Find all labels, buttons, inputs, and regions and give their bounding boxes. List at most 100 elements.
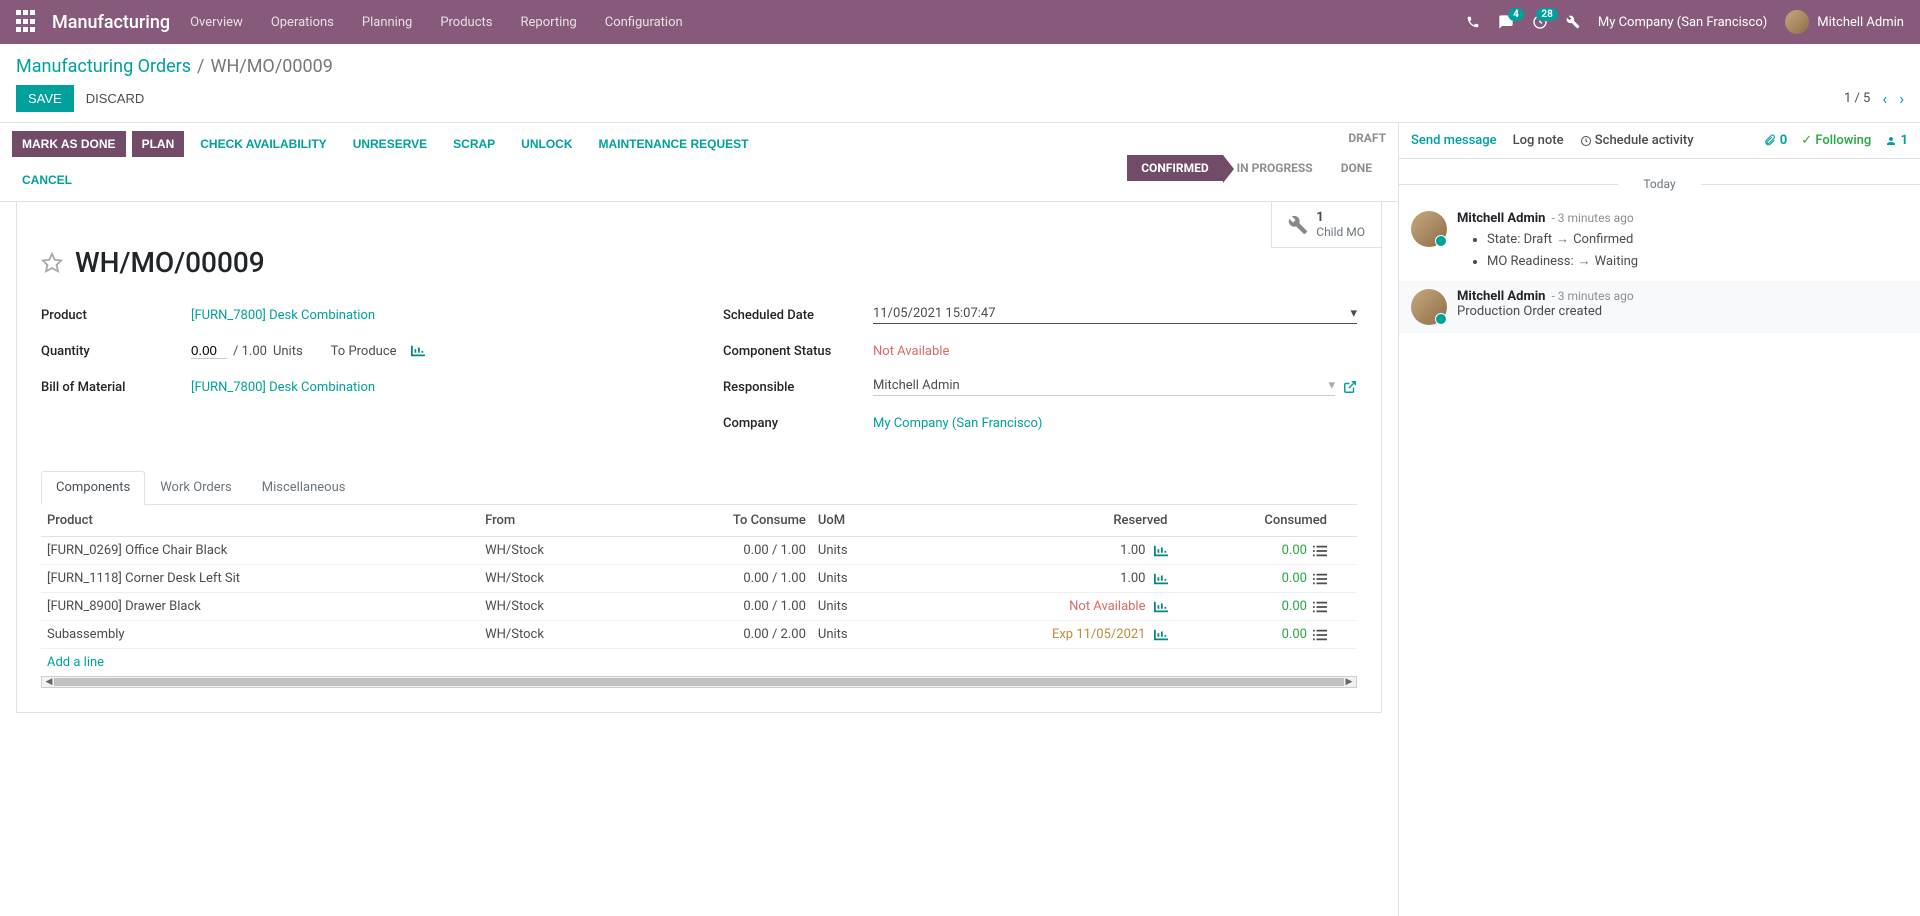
cell-consumed[interactable]: 0.00 — [1174, 621, 1334, 649]
cell-product[interactable]: [FURN_0269] Office Chair Black — [41, 537, 479, 565]
cell-reserved[interactable]: 1.00 — [901, 537, 1173, 565]
cell-to-consume[interactable]: 0.00 / 1.00 — [630, 537, 812, 565]
field-component-status: Not Available — [873, 344, 1357, 359]
cell-uom[interactable]: Units — [812, 537, 901, 565]
cell-from[interactable]: WH/Stock — [479, 621, 630, 649]
details-icon[interactable] — [1313, 571, 1327, 586]
cell-to-consume[interactable]: 0.00 / 1.00 — [630, 565, 812, 593]
menu-overview[interactable]: Overview — [190, 15, 243, 30]
cell-to-consume[interactable]: 0.00 / 2.00 — [630, 621, 812, 649]
field-responsible[interactable]: Mitchell Admin ▾ — [873, 378, 1335, 396]
cell-product[interactable]: Subassembly — [41, 621, 479, 649]
message-author[interactable]: Mitchell Admin — [1457, 211, 1545, 226]
schedule-activity-button[interactable]: Schedule activity — [1580, 133, 1694, 148]
child-mo-button[interactable]: 1 Child MO — [1271, 202, 1381, 248]
cell-reserved[interactable]: Exp 11/05/2021 — [901, 621, 1173, 649]
pager-prev-icon[interactable]: ‹ — [1882, 89, 1887, 108]
add-line-button[interactable]: Add a line — [41, 649, 110, 676]
debug-icon[interactable] — [1566, 15, 1580, 30]
phone-icon[interactable] — [1466, 15, 1480, 30]
cell-product[interactable]: [FURN_1118] Corner Desk Left Sit — [41, 565, 479, 593]
activities-badge: 28 — [1536, 8, 1557, 21]
cell-uom[interactable]: Units — [812, 565, 901, 593]
field-bom[interactable]: [FURN_7800] Desk Combination — [191, 380, 675, 395]
field-scheduled-date[interactable]: 11/05/2021 15:07:47 ▾ — [873, 306, 1357, 324]
table-row[interactable]: SubassemblyWH/Stock0.00 / 2.00UnitsExp 1… — [41, 621, 1357, 649]
send-message-button[interactable]: Send message — [1411, 133, 1497, 148]
plan-button[interactable]: PLAN — [132, 131, 185, 157]
cell-product[interactable]: [FURN_8900] Drawer Black — [41, 593, 479, 621]
menu-operations[interactable]: Operations — [271, 15, 334, 30]
cell-reserved[interactable]: 1.00 — [901, 565, 1173, 593]
priority-star-icon[interactable] — [41, 252, 63, 274]
col-uom[interactable]: UoM — [812, 505, 901, 537]
details-icon[interactable] — [1313, 627, 1327, 642]
cell-from[interactable]: WH/Stock — [479, 593, 630, 621]
stage-confirmed[interactable]: CONFIRMED — [1127, 155, 1222, 181]
breadcrumb-root[interactable]: Manufacturing Orders — [16, 56, 191, 77]
cell-uom[interactable]: Units — [812, 621, 901, 649]
table-row[interactable]: [FURN_0269] Office Chair BlackWH/Stock0.… — [41, 537, 1357, 565]
menu-products[interactable]: Products — [440, 15, 492, 30]
stage-in-progress[interactable]: IN PROGRESS — [1223, 155, 1327, 181]
cell-uom[interactable]: Units — [812, 593, 901, 621]
menu-configuration[interactable]: Configuration — [605, 15, 683, 30]
field-company[interactable]: My Company (San Francisco) — [873, 416, 1357, 431]
forecast-icon[interactable] — [1154, 599, 1168, 614]
maintenance-request-button[interactable]: MAINTENANCE REQUEST — [589, 131, 759, 157]
cell-from[interactable]: WH/Stock — [479, 537, 630, 565]
activities-icon[interactable]: 28 — [1532, 14, 1548, 30]
cell-consumed[interactable]: 0.00 — [1174, 593, 1334, 621]
field-quantity-input[interactable] — [191, 343, 227, 359]
cell-consumed[interactable]: 0.00 — [1174, 565, 1334, 593]
save-button[interactable]: SAVE — [16, 85, 74, 112]
scrap-button[interactable]: SCRAP — [443, 131, 505, 157]
followers-button[interactable]: 1 — [1885, 133, 1908, 148]
col-reserved[interactable]: Reserved — [901, 505, 1173, 537]
stage-done[interactable]: DONE — [1327, 155, 1386, 181]
cell-to-consume[interactable]: 0.00 / 1.00 — [630, 593, 812, 621]
message-author[interactable]: Mitchell Admin — [1457, 289, 1545, 304]
cancel-button[interactable]: CANCEL — [12, 167, 82, 193]
forecast-icon[interactable] — [1154, 571, 1168, 586]
table-row[interactable]: [FURN_8900] Drawer BlackWH/Stock0.00 / 1… — [41, 593, 1357, 621]
pager-next-icon[interactable]: › — [1899, 89, 1904, 108]
unlock-button[interactable]: UNLOCK — [511, 131, 582, 157]
forecast-icon[interactable] — [1154, 543, 1168, 558]
col-to-consume[interactable]: To Consume — [630, 505, 812, 537]
following-button[interactable]: ✓ Following — [1801, 133, 1871, 148]
discard-button[interactable]: DISCARD — [74, 85, 157, 112]
mark-done-button[interactable]: MARK AS DONE — [12, 131, 126, 157]
status-bar: MARK AS DONE PLAN CHECK AVAILABILITY UNR… — [0, 123, 1398, 202]
attachments-button[interactable]: 0 — [1763, 133, 1787, 148]
details-icon[interactable] — [1313, 599, 1327, 614]
forecast-icon[interactable] — [411, 344, 425, 359]
horizontal-scrollbar[interactable]: ◀▶ — [41, 676, 1357, 688]
details-icon[interactable] — [1313, 543, 1327, 558]
log-note-button[interactable]: Log note — [1513, 133, 1564, 148]
col-consumed[interactable]: Consumed — [1174, 505, 1334, 537]
tab-work-orders[interactable]: Work Orders — [145, 471, 247, 504]
field-quantity-uom[interactable]: Units — [273, 344, 303, 359]
forecast-icon[interactable] — [1154, 627, 1168, 642]
col-product[interactable]: Product — [41, 505, 479, 537]
cell-reserved[interactable]: Not Available — [901, 593, 1173, 621]
company-selector[interactable]: My Company (San Francisco) — [1598, 15, 1767, 30]
messages-icon[interactable]: 4 — [1498, 14, 1514, 30]
cell-from[interactable]: WH/Stock — [479, 565, 630, 593]
check-availability-button[interactable]: CHECK AVAILABILITY — [190, 131, 336, 157]
tab-components[interactable]: Components — [41, 471, 145, 505]
cell-consumed[interactable]: 0.00 — [1174, 537, 1334, 565]
menu-reporting[interactable]: Reporting — [521, 15, 577, 30]
stage-draft[interactable]: DRAFT — [1348, 131, 1386, 145]
menu-planning[interactable]: Planning — [362, 15, 412, 30]
unreserve-button[interactable]: UNRESERVE — [343, 131, 437, 157]
tab-miscellaneous[interactable]: Miscellaneous — [247, 471, 361, 504]
pager-value[interactable]: 1 / 5 — [1844, 91, 1870, 106]
field-product[interactable]: [FURN_7800] Desk Combination — [191, 308, 675, 323]
apps-icon[interactable] — [16, 10, 40, 34]
col-from[interactable]: From — [479, 505, 630, 537]
user-menu[interactable]: Mitchell Admin — [1785, 10, 1904, 34]
table-row[interactable]: [FURN_1118] Corner Desk Left SitWH/Stock… — [41, 565, 1357, 593]
external-link-icon[interactable] — [1343, 380, 1357, 395]
